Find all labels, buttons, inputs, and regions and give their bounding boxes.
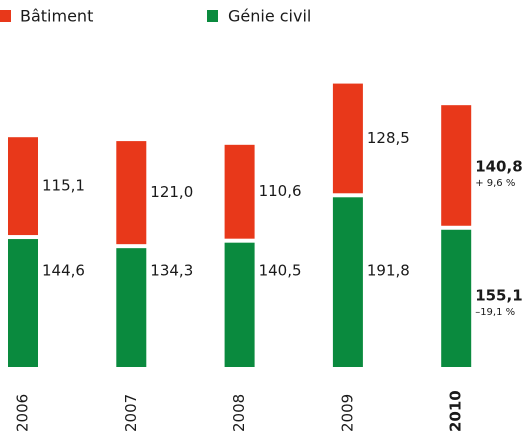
legend-label: Bâtiment (20, 7, 93, 26)
value-label: 128,5 (367, 129, 410, 147)
value-label: 155,1 (475, 286, 522, 304)
value-label: 121,0 (150, 183, 193, 201)
bar-segment (441, 229, 472, 367)
value-label: 144,6 (42, 262, 85, 280)
value-label: 134,3 (150, 262, 193, 280)
x-tick-label: 2007 (122, 394, 140, 432)
bar-segment (441, 105, 472, 226)
x-tick-label: 2008 (230, 394, 248, 432)
value-label: 140,5 (259, 262, 302, 280)
value-label: 110,6 (259, 182, 302, 200)
x-tick-label: 2006 (14, 394, 32, 432)
bar-segment (224, 242, 255, 367)
legend-label: Génie civil (228, 7, 311, 26)
change-label: + 9,6 % (475, 178, 515, 189)
value-label: 115,1 (42, 177, 85, 195)
bar-segment (332, 197, 363, 367)
value-label: 191,8 (367, 262, 410, 280)
bar-segment (224, 144, 255, 239)
x-tick-label: 2010 (447, 390, 465, 432)
bar-segment (8, 137, 38, 236)
legend-swatch (0, 10, 11, 22)
value-label: 140,8 (475, 158, 522, 176)
change-label: –19,1 % (475, 307, 515, 318)
bar-segment (332, 83, 363, 194)
bar-segment (8, 239, 38, 367)
legend-swatch (207, 10, 218, 22)
bar-segment (116, 141, 147, 245)
x-tick-label: 2009 (338, 394, 356, 432)
bar-segment (116, 248, 147, 367)
